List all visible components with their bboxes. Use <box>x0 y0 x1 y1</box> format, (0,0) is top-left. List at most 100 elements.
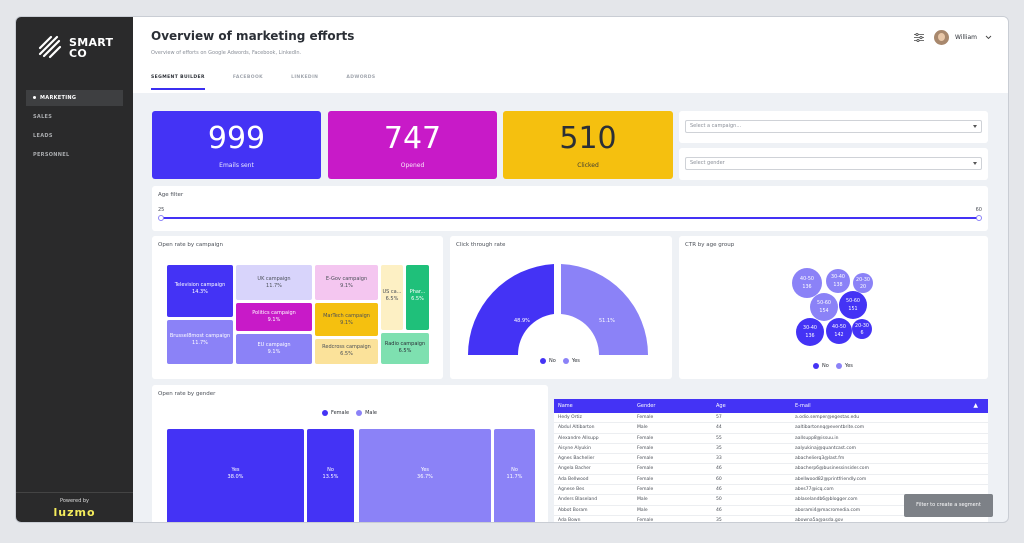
avatar[interactable] <box>934 30 949 45</box>
age-slider-max-handle[interactable] <box>976 215 982 221</box>
bubble-group: 30-40 <box>803 325 817 331</box>
gender-bar[interactable]: No 11.7% <box>494 429 535 522</box>
table-cell: 35 <box>716 517 722 523</box>
treemap-cell[interactable]: Redcross campaign 6.5% <box>315 339 378 364</box>
sidebar-item-label: MARKETING <box>40 95 77 101</box>
click-through-rate-card: Click through rate 48.9% 51.1% No Yes <box>450 236 672 379</box>
brand-logo[interactable]: SMART CO <box>38 35 113 60</box>
table-row[interactable]: Abbot Boram Male 46 aborami4@macromedia.com <box>554 506 988 516</box>
campaign-filter-card: Select a campaign... <box>679 111 988 143</box>
table-row[interactable]: Ada Bellwood Female 60 abellwood82@printfri… <box>554 475 988 486</box>
filter-segment-button[interactable]: Filter to create a segment <box>904 494 993 517</box>
treemap-cell[interactable]: UK campaign 11.7% <box>236 265 312 300</box>
sidebar-item-sales[interactable]: SALES <box>26 109 123 125</box>
campaign-select[interactable]: Select a campaign... <box>685 120 982 133</box>
legend-yes-label: Yes <box>844 363 853 369</box>
table-row[interactable]: Ada Bown Female 35 abowna5a@asda.gov <box>554 516 988 523</box>
page-header: Overview of marketing efforts Overview o… <box>133 17 1008 93</box>
treemap-cell[interactable]: Television campaign 14.3% <box>167 265 233 317</box>
gender-select[interactable]: Select gender <box>685 157 982 170</box>
sidebar-item-marketing[interactable]: MARKETING <box>26 90 123 106</box>
table-row[interactable]: Angela Bacher Female 46 abacherp6@businessi… <box>554 464 988 475</box>
ctr-yes-value: 51.1% <box>599 318 615 324</box>
table-row[interactable]: Hedy Ortiz Female 57 a.odio.semper@egestas.… <box>554 413 988 424</box>
age-slider-min-handle[interactable] <box>158 215 164 221</box>
table-cell: abachelierq3@last.fm <box>795 456 845 462</box>
legend-female-icon <box>322 410 328 416</box>
tab-facebook[interactable]: FACEBOOK <box>232 75 264 80</box>
table-row[interactable]: Alexandre Allsupp Female 55 aallsupp8@issuu… <box>554 434 988 444</box>
tab-adwords[interactable]: ADWORDS <box>346 75 376 80</box>
kpi-emails-sent: 999 Emails sent <box>152 111 321 179</box>
column-header-email[interactable]: E-mail ▲ <box>791 399 988 413</box>
bubble-group: 50-60 <box>846 298 860 304</box>
treemap-cell[interactable]: Phar... 6.5% <box>406 265 429 330</box>
table-cell: 33 <box>716 456 722 462</box>
user-area: William <box>914 30 992 45</box>
table-cell: ablaselandb6@blogger.com <box>795 497 858 503</box>
bubble <box>852 319 872 339</box>
table-cell: Ada Bellwood <box>558 476 589 482</box>
chart-title: CTR by age group <box>685 242 735 248</box>
treemap-cell[interactable]: Brussel8most campaign 11.7% <box>167 320 233 364</box>
table-cell: Female <box>637 445 654 451</box>
table-row[interactable]: Anders Blaseland Male 50 ablaselandb6@blogg… <box>554 495 988 506</box>
sliders-icon[interactable] <box>914 33 924 42</box>
table-header: Name Gender Age E-mail ▲ <box>554 399 988 413</box>
treemap-cell[interactable]: Politics campaign 9.1% <box>236 303 312 331</box>
treemap-cell[interactable]: Radio campaign 6.5% <box>381 333 429 364</box>
table-cell: Agnes Bachelier <box>558 456 595 462</box>
table-cell: 60 <box>716 476 722 482</box>
column-header-age[interactable]: Age <box>716 403 726 409</box>
legend-no-label: No <box>822 363 829 369</box>
treemap-cell[interactable]: EU campaign 9.1% <box>236 334 312 364</box>
kpi-value: 510 <box>559 121 617 156</box>
sidebar-item-personnel[interactable]: PERSONNEL <box>26 147 123 163</box>
table-row[interactable]: Agnese Bes Female 46 abes77@icq.com <box>554 485 988 496</box>
user-name[interactable]: William <box>955 34 977 41</box>
gender-legend: Female Male <box>315 410 377 416</box>
table-row[interactable]: Abdul Altibarton Male 44 aaltibartonnq@even… <box>554 423 988 434</box>
kpi-value: 999 <box>207 121 266 156</box>
bubble <box>796 318 824 346</box>
table-row[interactable]: Aisyne Alyukin Female 35 aalyukinaj@quantca… <box>554 444 988 455</box>
bubble <box>826 318 852 344</box>
column-header-name[interactable]: Name <box>558 403 573 409</box>
luzmo-logo[interactable]: luzmo <box>53 506 96 519</box>
chevron-down-icon[interactable] <box>985 35 992 40</box>
age-slider-track[interactable] <box>161 217 979 219</box>
gender-bar[interactable]: Yes 38.0% <box>167 429 304 522</box>
chart-title: Open rate by gender <box>158 391 216 397</box>
treemap-cell[interactable]: MarTech campaign 9.1% <box>315 303 378 336</box>
bubble-group: 50-60 <box>817 300 831 306</box>
gender-select-placeholder: Select gender <box>690 160 725 166</box>
gender-bar[interactable]: No 13.5% <box>307 429 354 522</box>
table-row[interactable]: Agnes Bachelier Female 33 abachelierq3@last… <box>554 454 988 465</box>
active-dot-icon <box>33 96 36 99</box>
open-rate-by-gender-card: Open rate by gender Female Male Yes 38.0%… <box>152 385 548 522</box>
gender-bar[interactable]: Yes 36.7% <box>359 429 491 522</box>
tab-linkedin[interactable]: LINKEDIN <box>291 75 319 80</box>
sidebar-item-leads[interactable]: LEADS <box>26 128 123 144</box>
tab-segment-builder[interactable]: SEGMENT BUILDER <box>151 75 205 90</box>
sort-up-icon[interactable]: ▲ <box>973 402 978 409</box>
table-cell: aallsupp8@issuu.in <box>795 435 839 441</box>
brand-line1: SMART <box>69 35 114 49</box>
column-header-gender[interactable]: Gender <box>637 403 656 409</box>
legend-no-icon <box>813 363 819 369</box>
treemap-cell[interactable]: US ca... 6.5% <box>381 265 403 330</box>
table-cell: Female <box>637 476 654 482</box>
bubble-group: 40-50 <box>832 324 846 330</box>
table-cell: Hedy Ortiz <box>558 415 582 420</box>
bubble-group: 30-40 <box>831 274 845 280</box>
powered-by: Powered by luzmo <box>16 492 133 522</box>
sidebar-item-label: LEADS <box>33 133 53 139</box>
treemap-cell[interactable]: E-Gov campaign 9.1% <box>315 265 378 300</box>
table-cell: Agnese Bes <box>558 487 585 493</box>
kpi-opened: 747 Opened <box>328 111 497 179</box>
legend-no-icon <box>540 358 546 364</box>
kpi-label: Emails sent <box>219 162 254 169</box>
table-cell: Angela Bacher <box>558 466 591 472</box>
ctr-no-value: 48.9% <box>514 318 530 324</box>
age-filter-title: Age filter <box>158 192 184 198</box>
